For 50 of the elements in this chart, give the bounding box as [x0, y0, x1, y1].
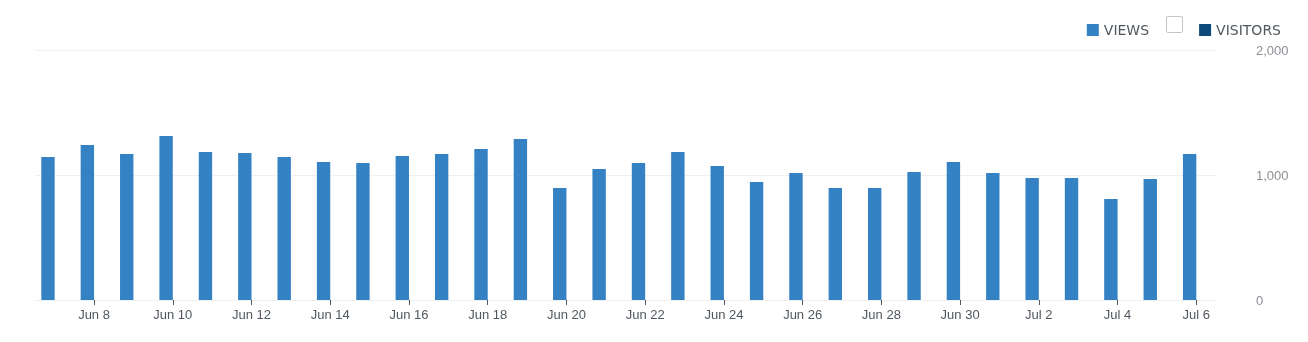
x-tick-label: Jun 10 — [153, 307, 193, 322]
x-tick-label: Jun 28 — [861, 307, 901, 322]
bar — [395, 156, 409, 300]
x-tick-label: Jun 30 — [940, 307, 980, 322]
bar — [907, 172, 921, 300]
bar — [1064, 178, 1079, 300]
bar — [1025, 178, 1039, 300]
y-tick-label: 2,000 — [1256, 42, 1289, 58]
bar — [277, 157, 291, 300]
y-tick-label: 0 — [1256, 292, 1264, 308]
bar — [513, 139, 528, 300]
bar — [41, 157, 55, 300]
x-tick-label: Jun 8 — [78, 307, 110, 322]
bar — [671, 152, 685, 300]
bar — [159, 136, 173, 300]
bar — [592, 169, 606, 300]
bar — [238, 153, 252, 300]
bar — [434, 154, 449, 300]
x-tick-label: Jun 20 — [546, 307, 586, 322]
bar — [710, 166, 724, 300]
x-tick-label: Jun 22 — [625, 307, 665, 322]
bar — [474, 149, 488, 300]
bar — [828, 188, 843, 300]
x-tick-label: Jun 26 — [783, 307, 823, 322]
bar — [356, 163, 370, 300]
bar — [120, 154, 134, 300]
x-tick-label: Jul 4 — [1103, 307, 1132, 322]
x-tick-label: Jul 2 — [1025, 307, 1053, 322]
bar — [80, 145, 95, 300]
legend-label: VISITORS — [1216, 22, 1282, 38]
bar — [553, 188, 567, 300]
bar — [946, 162, 961, 300]
bar — [868, 188, 882, 300]
x-tick-label: Jul 6 — [1182, 307, 1211, 322]
y-tick-label: 1,000 — [1256, 167, 1289, 183]
bar — [1104, 199, 1118, 300]
x-tick-label: Jun 16 — [389, 307, 429, 322]
bar — [789, 173, 803, 300]
bar — [1143, 179, 1157, 300]
bar — [1182, 154, 1197, 300]
x-tick-label: Jun 18 — [468, 307, 508, 322]
bar — [986, 173, 1000, 300]
bar — [631, 163, 646, 300]
x-tick-label: Jun 14 — [310, 307, 350, 322]
bar — [316, 162, 331, 300]
legend-label: VIEWS — [1103, 22, 1150, 38]
x-tick-label: Jun 24 — [704, 307, 744, 322]
bar — [749, 182, 764, 300]
x-tick-label: Jun 12 — [231, 307, 272, 322]
bar — [198, 152, 213, 300]
